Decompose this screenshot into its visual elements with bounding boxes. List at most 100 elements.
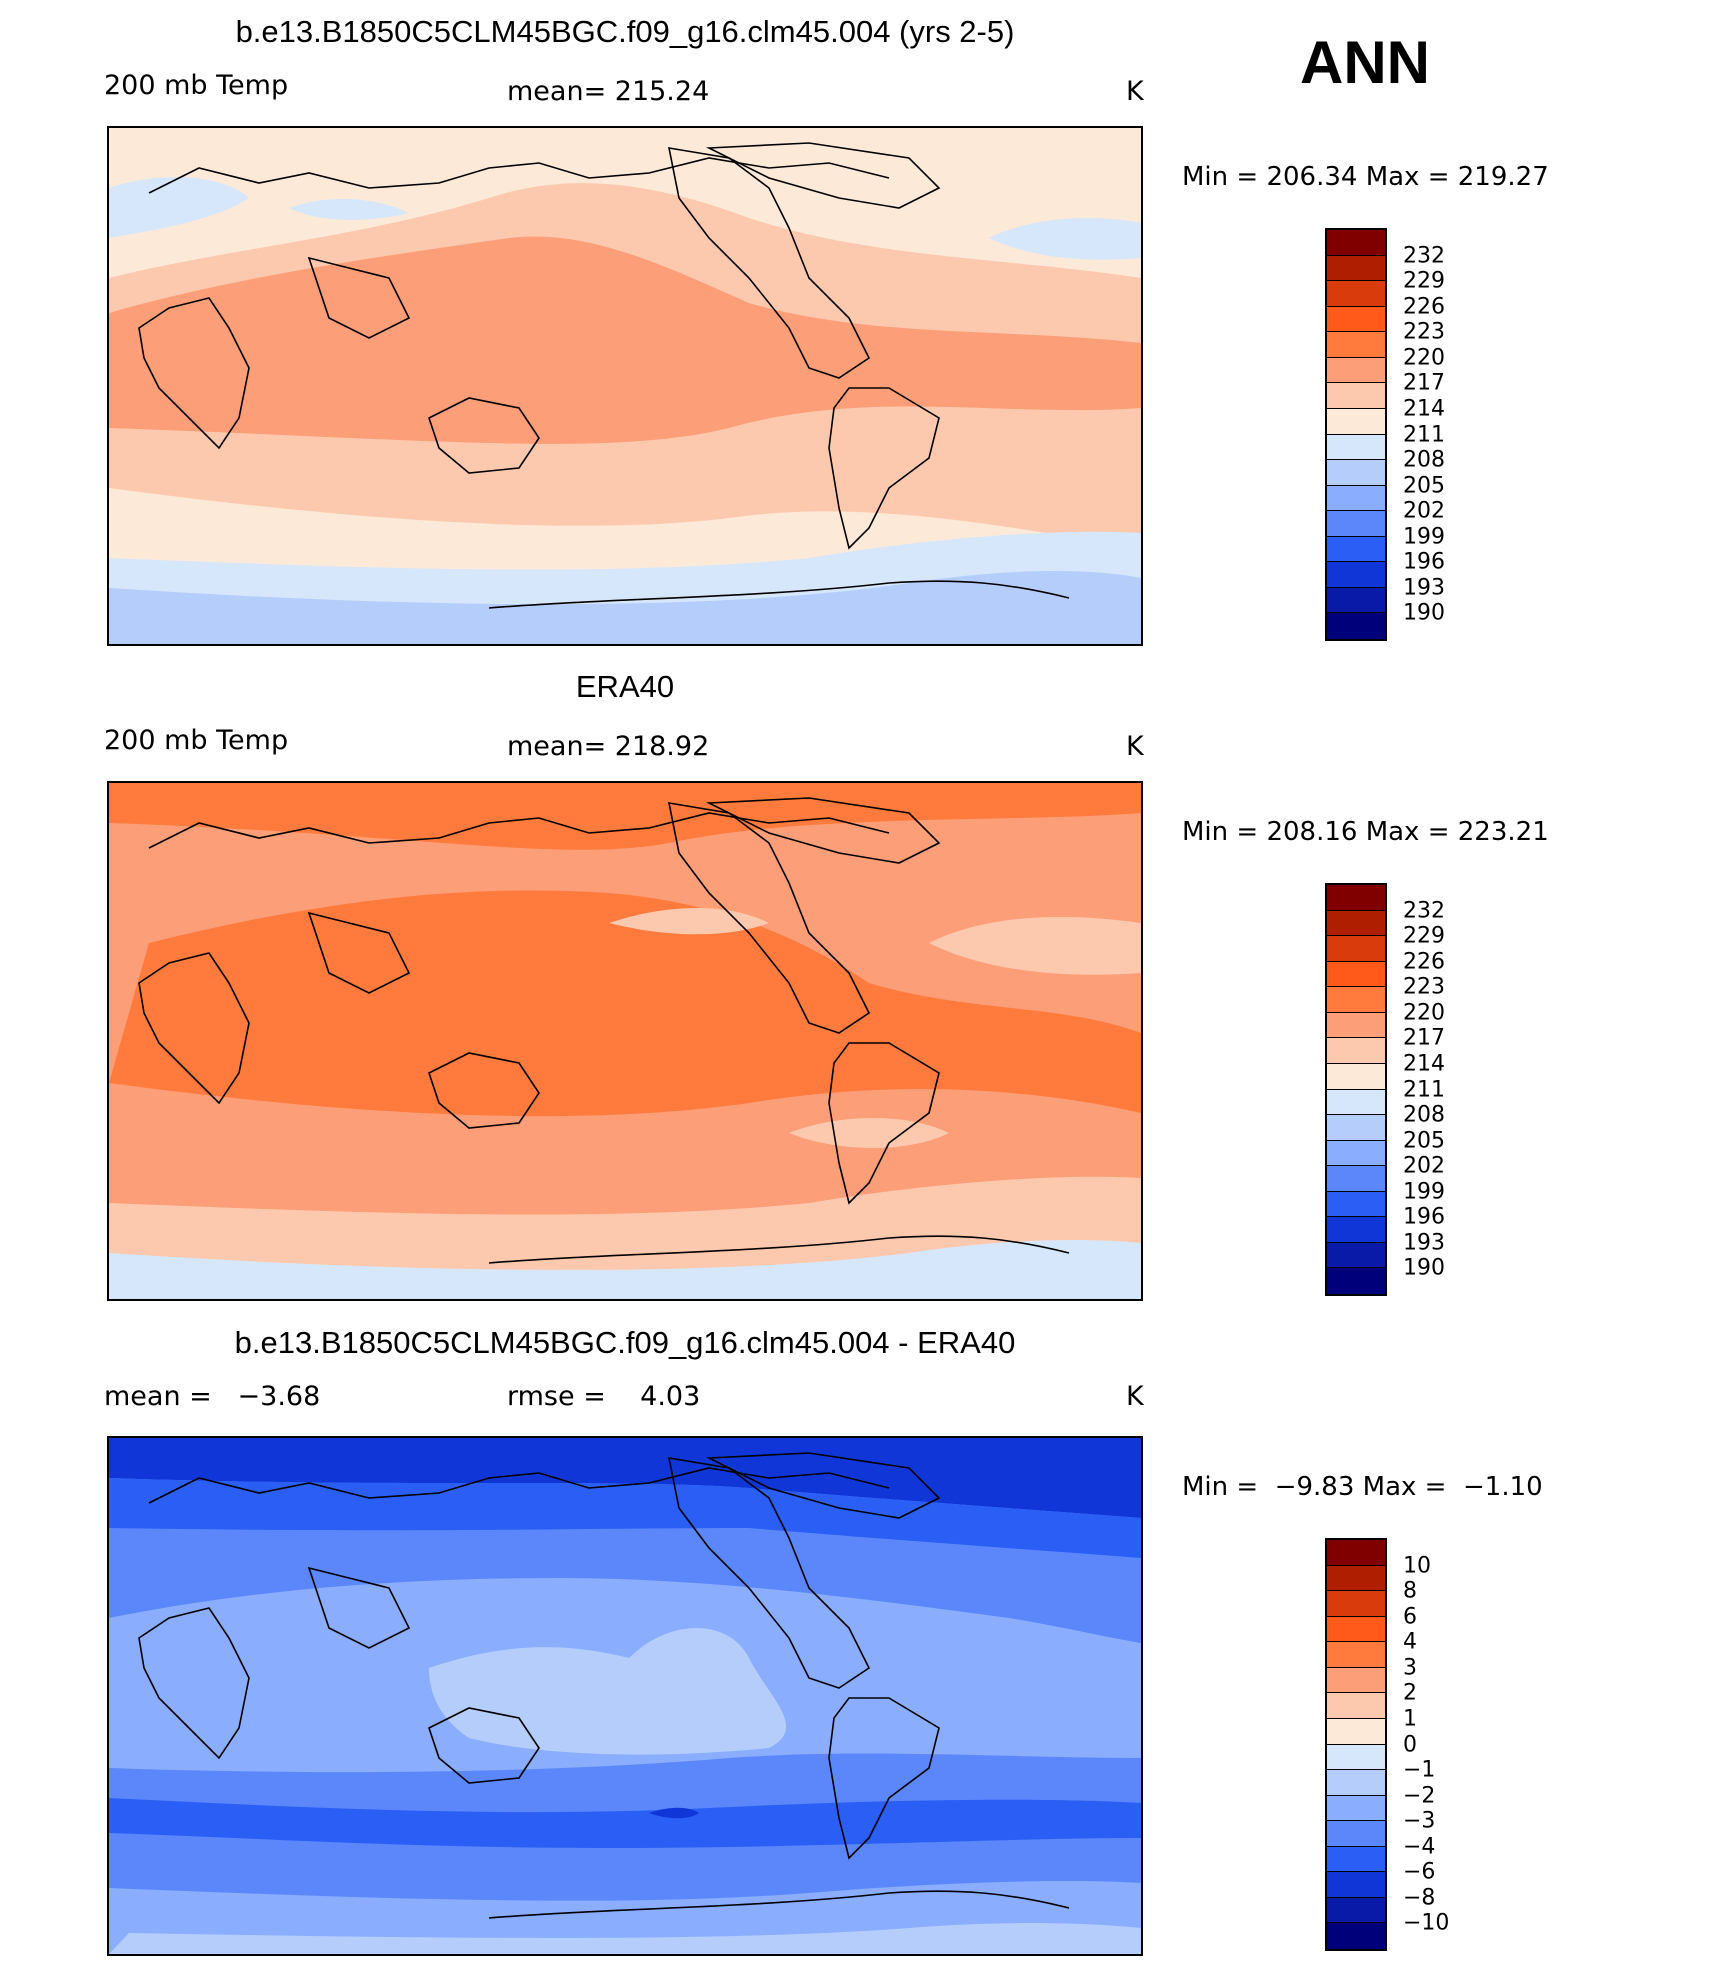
colorbar-swatch xyxy=(1327,332,1385,358)
colorbar-tick-label: 229 xyxy=(1403,923,1445,949)
contour-region xyxy=(609,908,769,935)
contour-region xyxy=(989,218,1141,260)
colorbar-swatch xyxy=(1327,1012,1385,1039)
colorbar-tick-label: 6 xyxy=(1403,1604,1417,1630)
colorbar-tick-label: −4 xyxy=(1403,1834,1436,1860)
contour-region xyxy=(929,917,1141,975)
colorbar-swatch xyxy=(1327,1565,1385,1592)
contour-region xyxy=(109,1923,1141,1954)
colorbar-swatch xyxy=(1327,961,1385,988)
colorbar-swatch xyxy=(1327,1744,1385,1771)
panel1-map xyxy=(107,126,1143,646)
colorbar-panel1 xyxy=(1325,228,1387,641)
colorbar-swatch xyxy=(1327,1872,1385,1898)
colorbar-swatch xyxy=(1327,1038,1385,1064)
colorbar-swatch xyxy=(1327,1242,1385,1269)
colorbar-tick-label: −8 xyxy=(1403,1885,1436,1911)
colorbar-tick-label: 190 xyxy=(1403,1255,1445,1281)
colorbar-tick-label: 211 xyxy=(1403,422,1445,447)
colorbar-tick-label: −2 xyxy=(1403,1783,1436,1809)
colorbar-swatch xyxy=(1327,1591,1385,1617)
colorbar-tick-label: 208 xyxy=(1403,447,1445,473)
colorbar-tick-label: −6 xyxy=(1403,1859,1436,1885)
colorbar-swatch xyxy=(1327,1140,1385,1167)
colorbar-swatch xyxy=(1327,357,1385,384)
panel2-map xyxy=(107,781,1143,1301)
colorbar-swatch xyxy=(1327,511,1385,537)
panel2-units-label: K xyxy=(1126,731,1144,762)
colorbar-swatch xyxy=(1327,1718,1385,1745)
colorbar-tick-label: −3 xyxy=(1403,1808,1436,1834)
colorbar-tick-label: −10 xyxy=(1403,1910,1450,1936)
colorbar-swatch xyxy=(1327,562,1385,588)
season-label: ANN xyxy=(1300,29,1430,96)
colorbar-swatch xyxy=(1327,987,1385,1013)
colorbar-tick-label: 229 xyxy=(1403,268,1445,294)
colorbar-tick-label: 223 xyxy=(1403,319,1445,345)
colorbar-swatch xyxy=(1327,1795,1385,1822)
panel1-field-label: 200 mb Temp xyxy=(104,70,289,101)
colorbar-swatch xyxy=(1327,536,1385,563)
coastline xyxy=(138,1452,1070,1919)
colorbar-tick-label: 1 xyxy=(1403,1706,1417,1732)
panel3-title: b.e13.B1850C5CLM45BGC.f09_g16.clm45.004 … xyxy=(234,1325,1016,1360)
panel3-contour-map xyxy=(109,1438,1141,1954)
contour-region xyxy=(289,198,409,220)
colorbar-swatch xyxy=(1327,1897,1385,1924)
colorbar-swatch xyxy=(1327,306,1385,333)
colorbar-swatch xyxy=(1327,485,1385,512)
contour-region xyxy=(109,1240,1141,1299)
colorbar-tick-label: 199 xyxy=(1403,1179,1445,1205)
colorbar-swatch xyxy=(1327,1642,1385,1668)
colorbar-swatch xyxy=(1327,1667,1385,1694)
colorbar-tick-label: 202 xyxy=(1403,498,1445,524)
panel1-title: b.e13.B1850C5CLM45BGC.f09_g16.clm45.004 … xyxy=(235,14,1015,49)
colorbar-swatch xyxy=(1327,1063,1385,1090)
panel2-minmax: Min = 208.16 Max = 223.21 xyxy=(1182,817,1549,847)
colorbar-tick-label: 8 xyxy=(1403,1578,1417,1604)
colorbar-swatch xyxy=(1327,1540,1385,1566)
panel2-contour-map xyxy=(109,783,1141,1299)
colorbar-swatch xyxy=(1327,383,1385,409)
colorbar-swatch xyxy=(1327,1268,1385,1294)
contour-region xyxy=(109,177,249,238)
colorbar-tick-label: 232 xyxy=(1403,243,1445,269)
colorbar-tick-label: 196 xyxy=(1403,549,1445,575)
colorbar-tick-label: 217 xyxy=(1403,370,1445,396)
coastline xyxy=(138,142,1070,609)
contour-region xyxy=(789,1118,949,1148)
colorbar-panel3-cells xyxy=(1327,1540,1385,1949)
colorbar-tick-label: 193 xyxy=(1403,1230,1445,1256)
contour-region xyxy=(109,1438,1141,1518)
colorbar-tick-label: 202 xyxy=(1403,1153,1445,1179)
colorbar-tick-label: 232 xyxy=(1403,898,1445,924)
colorbar-tick-label: 190 xyxy=(1403,600,1445,626)
colorbar-tick-label: 217 xyxy=(1403,1025,1445,1051)
panel1-units-label: K xyxy=(1126,76,1144,107)
colorbar-tick-label: 196 xyxy=(1403,1204,1445,1230)
panel1-minmax: Min = 206.34 Max = 219.27 xyxy=(1182,162,1549,192)
colorbar-swatch xyxy=(1327,613,1385,639)
colorbar-tick-label: 214 xyxy=(1403,1051,1445,1077)
panel2-title: ERA40 xyxy=(575,669,675,704)
colorbar-swatch xyxy=(1327,587,1385,614)
contour-region xyxy=(109,571,1141,644)
colorbar-swatch xyxy=(1327,460,1385,486)
colorbar-swatch xyxy=(1327,255,1385,282)
colorbar-tick-label: 220 xyxy=(1403,345,1445,371)
colorbar-swatch xyxy=(1327,408,1385,435)
colorbar-panel3 xyxy=(1325,1538,1387,1951)
panel3-mean-label: mean = −3.68 xyxy=(104,1381,321,1412)
colorbar-swatch xyxy=(1327,1821,1385,1847)
contour-region xyxy=(649,1807,699,1819)
colorbar-tick-label: 2 xyxy=(1403,1680,1417,1706)
colorbar-swatch xyxy=(1327,281,1385,307)
colorbar-tick-label: 10 xyxy=(1403,1553,1431,1579)
colorbar-swatch xyxy=(1327,434,1385,461)
colorbar-tick-label: 205 xyxy=(1403,473,1445,499)
panel3-minmax: Min = −9.83 Max = −1.10 xyxy=(1182,1472,1543,1502)
colorbar-swatch xyxy=(1327,1846,1385,1873)
colorbar-swatch xyxy=(1327,1089,1385,1116)
colorbar-swatch xyxy=(1327,885,1385,911)
colorbar-swatch xyxy=(1327,1693,1385,1719)
